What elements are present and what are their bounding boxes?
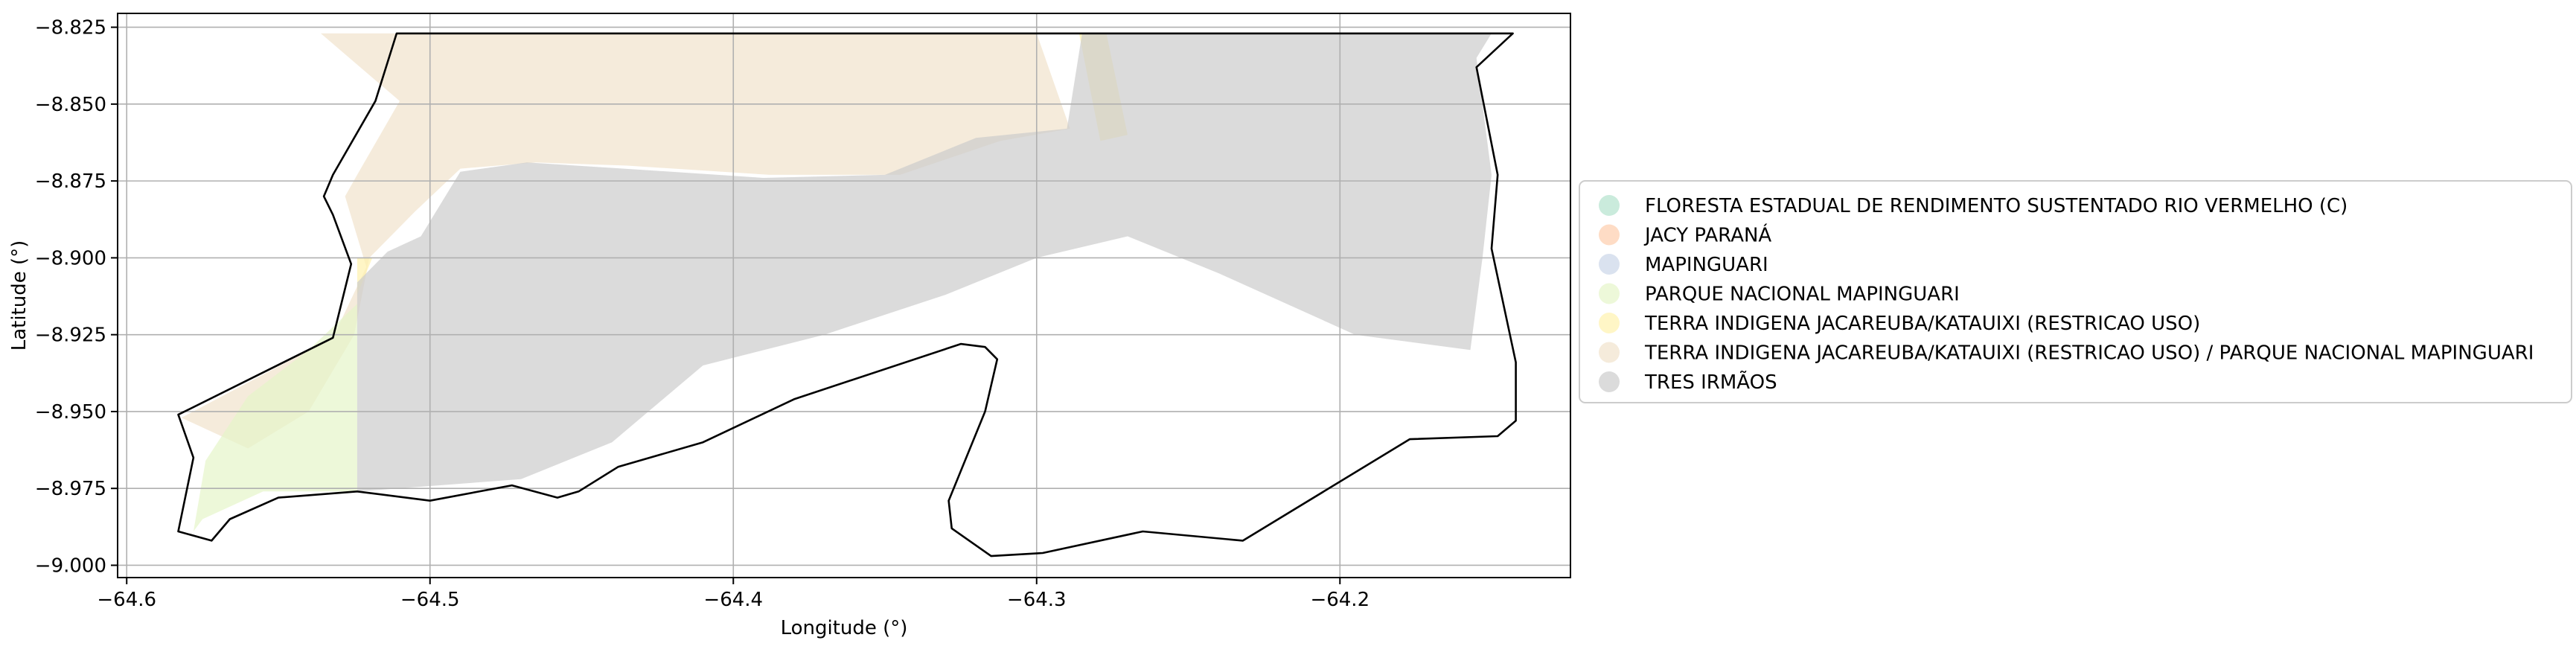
legend-entry: FLORESTA ESTADUAL DE RENDIMENTO SUSTENTA… (1599, 195, 2348, 217)
y-tick-label: −9.000 (35, 554, 106, 577)
plot-frame (117, 13, 1571, 578)
y-tick-label: −8.975 (35, 478, 106, 500)
legend-entry: MAPINGUARI (1599, 254, 1768, 276)
legend-swatch (1599, 313, 1620, 333)
legend-label: MAPINGUARI (1645, 254, 1768, 276)
x-axis-title: Longitude (°) (781, 617, 908, 639)
x-tick-label: −64.2 (1310, 589, 1370, 611)
map-layers (181, 33, 1492, 531)
legend-label: TERRA INDIGENA JACAREUBA/KATAUIXI (RESTR… (1644, 313, 2200, 335)
study-area-outline (177, 32, 1517, 557)
legend-box (1579, 180, 2572, 403)
layer-terra-indigena-parque-mapinguari (181, 33, 1070, 449)
legend-items: FLORESTA ESTADUAL DE RENDIMENTO SUSTENTA… (1599, 195, 2534, 394)
legend-swatch (1599, 195, 1620, 216)
y-tick-label: −8.850 (35, 94, 106, 116)
legend-swatch (1599, 342, 1620, 363)
x-tick-label: −64.6 (97, 589, 156, 611)
legend-label: TRES IRMÃOS (1644, 370, 1777, 394)
x-tick-label: −64.4 (703, 589, 763, 611)
x-tick-label: −64.5 (400, 589, 460, 611)
legend-swatch (1599, 371, 1620, 392)
legend-label: PARQUE NACIONAL MAPINGUARI (1645, 284, 1960, 306)
legend-swatch (1599, 224, 1620, 246)
y-tick-label: −8.925 (35, 325, 106, 347)
x-tick-label: −64.3 (1007, 589, 1067, 611)
y-tick-label: −8.950 (35, 401, 106, 424)
legend-label: JACY PARANÁ (1643, 223, 1771, 247)
y-tick-label: −8.875 (35, 170, 106, 193)
legend: FLORESTA ESTADUAL DE RENDIMENTO SUSTENTA… (1579, 180, 2572, 403)
legend-label: FLORESTA ESTADUAL DE RENDIMENTO SUSTENTA… (1645, 195, 2348, 217)
legend-label: TERRA INDIGENA JACAREUBA/KATAUIXI (RESTR… (1644, 342, 2534, 365)
legend-entry: TRES IRMÃOS (1599, 370, 1777, 394)
legend-entry: JACY PARANÁ (1599, 223, 1771, 247)
layer-tres-irmaos (357, 33, 1492, 492)
legend-swatch (1599, 254, 1620, 275)
legend-entry: TERRA INDIGENA JACAREUBA/KATAUIXI (RESTR… (1599, 313, 2200, 335)
legend-entry: TERRA INDIGENA JACAREUBA/KATAUIXI (RESTR… (1599, 342, 2534, 365)
legend-swatch (1599, 283, 1620, 304)
legend-entry: PARQUE NACIONAL MAPINGUARI (1599, 283, 1960, 306)
y-tick-label: −8.825 (35, 17, 106, 39)
x-axis-ticks: −64.6 −64.5 −64.4 −64.3 −64.2 (97, 578, 1370, 611)
y-tick-label: −8.900 (35, 247, 106, 269)
y-axis-ticks: −8.825 −8.850 −8.875 −8.900 −8.925 −8.950 −8.9… (35, 17, 118, 577)
layer-parque-nacional-mapinguari (193, 304, 357, 531)
grid (118, 13, 1570, 578)
y-axis-title: Latitude (°) (8, 240, 31, 351)
